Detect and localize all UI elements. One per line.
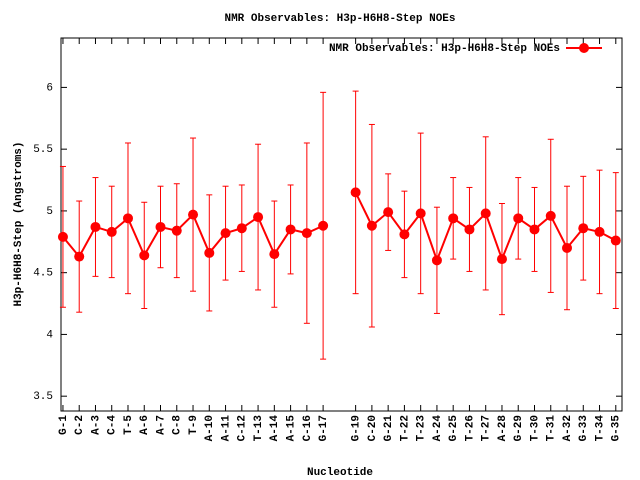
data-point	[220, 228, 231, 239]
data-point	[253, 212, 264, 223]
x-tick-label: T-31	[546, 415, 558, 442]
data-point	[155, 221, 166, 232]
data-point	[269, 249, 280, 260]
y-tick-label: 6	[46, 82, 53, 94]
x-tick-label: G-17	[318, 415, 330, 441]
data-point	[204, 247, 215, 258]
data-point	[610, 235, 621, 246]
data-point	[236, 223, 247, 234]
data-point	[529, 224, 540, 235]
data-point	[106, 226, 117, 237]
data-point	[594, 226, 605, 237]
data-point	[57, 231, 68, 242]
y-tick-label: 3.5	[33, 391, 53, 403]
x-tick-label: A-3	[90, 415, 102, 435]
data-point	[399, 229, 410, 240]
data-point	[480, 208, 491, 219]
data-point	[562, 242, 573, 253]
data-point	[350, 187, 361, 198]
data-point	[122, 213, 133, 224]
data-point	[301, 228, 312, 239]
x-tick-label: C-20	[367, 415, 379, 441]
x-tick-label: A-28	[497, 415, 509, 442]
x-tick-label: G-21	[383, 415, 395, 442]
data-point	[139, 250, 150, 261]
x-tick-label: A-15	[285, 415, 297, 442]
data-point	[318, 220, 329, 231]
x-tick-label: T-13	[253, 415, 265, 442]
x-tick-label: T-30	[529, 415, 541, 441]
x-tick-label: T-26	[464, 415, 476, 441]
x-tick-label: G-35	[611, 415, 623, 442]
x-tick-label: A-32	[562, 415, 574, 441]
data-point	[171, 225, 182, 236]
legend-marker	[579, 43, 589, 53]
x-tick-label: C-16	[302, 415, 314, 441]
x-tick-label: A-11	[220, 415, 232, 442]
x-tick-label: G-1	[58, 415, 70, 435]
data-point	[74, 251, 85, 262]
data-point	[90, 221, 101, 232]
x-tick-label: G-33	[578, 415, 590, 442]
x-tick-label: T-22	[399, 415, 411, 441]
x-tick-label: A-10	[204, 415, 216, 441]
data-point	[366, 220, 377, 231]
x-tick-label: T-27	[481, 415, 493, 441]
data-point	[513, 213, 524, 224]
x-tick-label: T-23	[416, 415, 428, 442]
y-tick-label: 5	[46, 206, 53, 218]
data-point	[285, 224, 296, 235]
x-tick-label: T-34	[594, 415, 606, 442]
data-point	[383, 207, 394, 218]
x-tick-label: C-12	[237, 415, 249, 441]
data-point	[545, 210, 556, 221]
x-tick-label: C-2	[74, 415, 86, 435]
x-tick-label: G-29	[513, 415, 525, 441]
x-tick-label: G-25	[448, 415, 460, 442]
legend-label: NMR Observables: H3p-H6H8-Step NOEs	[329, 43, 560, 55]
data-point	[578, 223, 589, 234]
x-tick-label: T-9	[188, 415, 200, 435]
data-point	[464, 224, 475, 235]
y-tick-label: 5.5	[33, 144, 53, 156]
x-tick-label: C-4	[107, 415, 119, 435]
data-point	[496, 254, 507, 265]
x-tick-label: C-8	[172, 415, 184, 435]
data-point	[431, 255, 442, 266]
x-tick-label: A-6	[139, 415, 151, 435]
x-tick-label: A-14	[269, 415, 281, 442]
x-axis-label: Nucleotide	[307, 467, 373, 479]
data-point	[188, 209, 199, 220]
y-axis-label: H3p-H6H8-Step (Angstroms)	[13, 141, 25, 306]
chart-title: NMR Observables: H3p-H6H8-Step NOEs	[224, 13, 455, 25]
y-tick-label: 4.5	[33, 268, 53, 280]
y-tick-label: 4	[46, 329, 53, 341]
x-tick-label: A-7	[155, 415, 167, 435]
data-point	[448, 213, 459, 224]
x-tick-label: A-24	[432, 415, 444, 442]
x-tick-label: T-5	[123, 415, 135, 435]
x-tick-label: G-19	[351, 415, 363, 441]
plot-frame	[60, 37, 623, 412]
data-point	[415, 208, 426, 219]
